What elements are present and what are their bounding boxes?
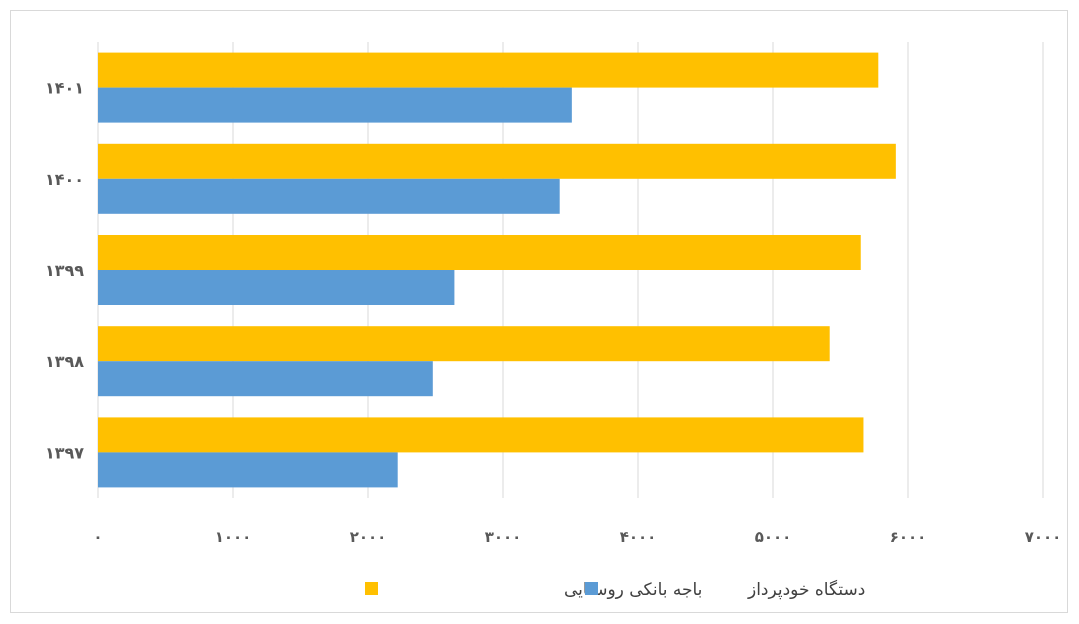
- category-axis: ۱۳۹۷ ۱۳۹۸ ۱۳۹۹ ۱۴۰۰ ۱۴۰۱: [45, 79, 84, 463]
- legend: باجه بانکی روستایی دستگاه خودپرداز: [365, 579, 865, 600]
- x-tick-label: ۵۰۰۰: [755, 528, 792, 546]
- bar-atm: [98, 452, 398, 488]
- category-label: ۱۴۰۱: [45, 79, 84, 98]
- bar-atm: [98, 361, 433, 397]
- legend-label: دستگاه خودپرداز: [747, 579, 865, 600]
- bar-rural-bank-counter: [98, 52, 879, 88]
- legend-swatch: [585, 582, 598, 595]
- category-label: ۱۴۰۰: [45, 170, 84, 189]
- bar-rural-bank-counter: [98, 326, 830, 362]
- bar-atm: [98, 178, 560, 214]
- legend-swatch: [365, 582, 378, 595]
- x-tick-label: ۶۰۰۰: [890, 528, 927, 546]
- bar-atm: [98, 270, 455, 305]
- x-tick-label: ۱۰۰۰: [215, 528, 252, 546]
- bar-rural-bank-counter: [98, 235, 861, 270]
- x-axis: ۰ ۱۰۰۰ ۲۰۰۰ ۳۰۰۰ ۴۰۰۰ ۵۰۰۰ ۶۰۰۰ ۷۰۰۰: [93, 528, 1061, 546]
- x-tick-label: ۴۰۰۰: [620, 528, 657, 546]
- category-label: ۱۳۹۷: [45, 443, 84, 462]
- legend-label: باجه بانکی روستایی: [564, 580, 702, 600]
- bar-atm: [98, 87, 572, 123]
- x-tick-label: ۲۰۰۰: [350, 528, 387, 546]
- x-tick-label: ۰: [93, 528, 102, 546]
- x-tick-label: ۳۰۰۰: [485, 528, 522, 546]
- bar-rural-bank-counter: [98, 417, 864, 453]
- x-tick-label: ۷۰۰۰: [1025, 528, 1062, 546]
- category-label: ۱۳۹۹: [45, 261, 84, 280]
- category-label: ۱۳۹۸: [45, 352, 84, 371]
- bars: [98, 52, 896, 488]
- bar-rural-bank-counter: [98, 143, 896, 179]
